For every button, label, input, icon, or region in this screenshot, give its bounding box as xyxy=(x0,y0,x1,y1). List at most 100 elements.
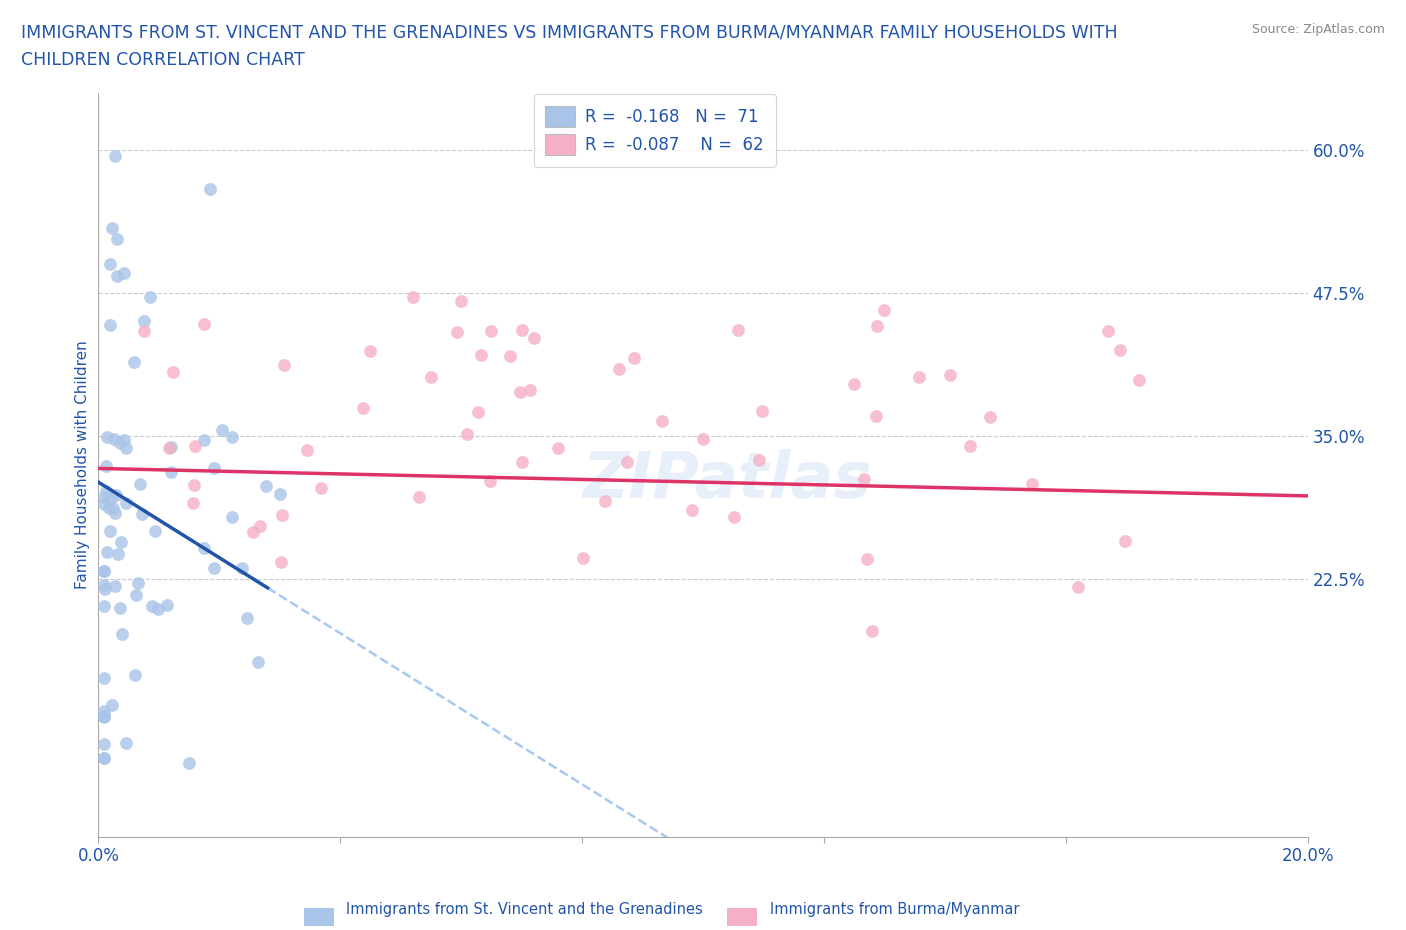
Point xyxy=(352,401,374,416)
Text: ZIPatlas: ZIPatlas xyxy=(582,449,872,511)
Point xyxy=(593,494,616,509)
Point xyxy=(93,737,115,751)
Point xyxy=(93,497,115,512)
Point xyxy=(254,479,277,494)
Point xyxy=(979,410,1001,425)
Text: Source: ZipAtlas.com: Source: ZipAtlas.com xyxy=(1251,23,1385,36)
Point xyxy=(101,500,124,515)
Point xyxy=(134,313,156,328)
Point xyxy=(873,303,896,318)
Point xyxy=(1128,372,1150,387)
Point xyxy=(93,564,115,578)
Point xyxy=(866,318,889,333)
Point xyxy=(157,440,180,455)
Point xyxy=(509,384,531,399)
Point xyxy=(221,510,243,525)
Point xyxy=(127,575,149,590)
Point xyxy=(105,488,128,503)
Point xyxy=(129,476,152,491)
Point xyxy=(231,561,253,576)
Point xyxy=(692,432,714,446)
Point xyxy=(446,325,468,339)
Point xyxy=(93,578,115,592)
Point xyxy=(297,443,319,458)
Point xyxy=(211,423,233,438)
Point xyxy=(93,564,115,578)
Point xyxy=(96,430,118,445)
Point xyxy=(131,506,153,521)
Point xyxy=(100,698,122,712)
Text: IMMIGRANTS FROM ST. VINCENT AND THE GRENADINES VS IMMIGRANTS FROM BURMA/MYANMAR : IMMIGRANTS FROM ST. VINCENT AND THE GREN… xyxy=(21,23,1118,41)
Point xyxy=(159,439,181,454)
Point xyxy=(146,602,169,617)
Point xyxy=(111,627,134,642)
Point xyxy=(141,599,163,614)
Point xyxy=(748,453,770,468)
Point xyxy=(470,347,492,362)
Point xyxy=(107,547,129,562)
Point xyxy=(162,365,184,379)
Point xyxy=(143,524,166,538)
Point xyxy=(309,480,332,495)
Point xyxy=(124,668,146,683)
Point xyxy=(481,324,503,339)
Point xyxy=(853,472,876,486)
Point xyxy=(93,751,115,765)
Point xyxy=(193,432,215,447)
Point xyxy=(132,324,155,339)
Point xyxy=(270,555,292,570)
Point xyxy=(860,623,883,638)
Point xyxy=(100,220,122,235)
Point xyxy=(93,751,115,766)
Point xyxy=(93,703,115,718)
Point xyxy=(242,525,264,539)
Point xyxy=(202,461,225,476)
Point xyxy=(1097,324,1119,339)
Point xyxy=(184,438,207,453)
Point xyxy=(96,545,118,560)
Point xyxy=(108,601,131,616)
Point xyxy=(959,439,981,454)
Point xyxy=(478,473,501,488)
Point xyxy=(104,149,127,164)
FancyBboxPatch shape xyxy=(304,908,335,926)
Point xyxy=(103,432,125,447)
Point xyxy=(681,503,703,518)
Point xyxy=(193,540,215,555)
Text: CHILDREN CORRELATION CHART: CHILDREN CORRELATION CHART xyxy=(21,51,305,69)
Point xyxy=(938,367,960,382)
Point xyxy=(467,405,489,419)
Point xyxy=(200,181,222,196)
Point xyxy=(571,551,593,565)
Point xyxy=(865,408,887,423)
Point xyxy=(94,581,117,596)
Point xyxy=(519,382,541,397)
Point xyxy=(498,349,520,364)
Point xyxy=(93,598,115,613)
Point xyxy=(221,429,243,444)
Point xyxy=(93,489,115,504)
Point xyxy=(1067,580,1090,595)
Point xyxy=(125,588,148,603)
Point xyxy=(247,655,270,670)
Point xyxy=(98,257,121,272)
Point xyxy=(402,289,425,304)
Point xyxy=(105,232,128,246)
Point xyxy=(193,316,215,331)
Point xyxy=(510,455,533,470)
Point xyxy=(160,464,183,479)
Point xyxy=(177,756,200,771)
Point xyxy=(98,317,121,332)
Point xyxy=(204,560,226,575)
Point xyxy=(108,436,131,451)
Point xyxy=(139,289,162,304)
Point xyxy=(1114,533,1136,548)
Point xyxy=(93,671,115,686)
Point xyxy=(623,351,645,365)
Point xyxy=(510,323,533,338)
Point xyxy=(156,598,179,613)
Point xyxy=(93,710,115,724)
Point xyxy=(115,496,138,511)
Point xyxy=(112,432,135,447)
Point xyxy=(609,362,631,377)
